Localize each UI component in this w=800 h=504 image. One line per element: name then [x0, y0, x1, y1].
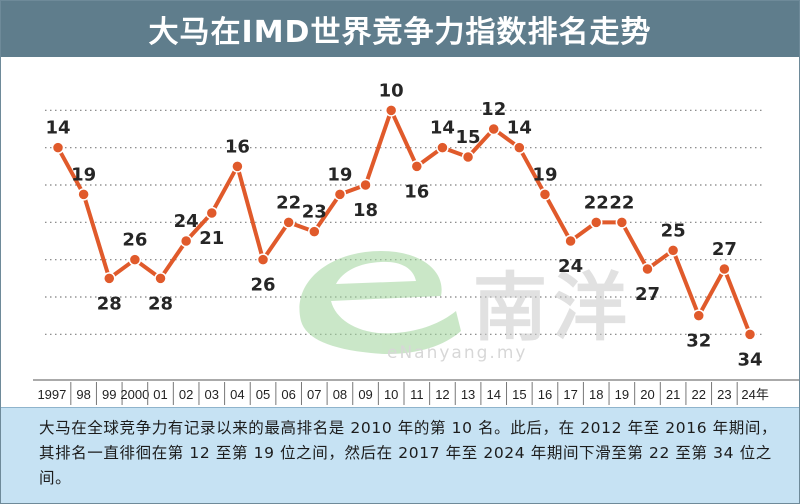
watermark-e-logo: [299, 251, 461, 355]
data-point: [384, 104, 398, 117]
data-point: [308, 225, 321, 238]
data-label: 14: [430, 118, 455, 139]
data-label: 10: [379, 80, 404, 101]
data-point: [641, 262, 654, 276]
data-point: [410, 160, 424, 173]
data-point: [205, 206, 219, 220]
data-label: 16: [404, 181, 429, 202]
data-point: [666, 244, 680, 257]
x-axis: 1997 98 99 2000 01 02 03 04 05 06 07 08 09 10 11 12 13 14…: [33, 379, 799, 405]
data-point: [743, 328, 757, 341]
watermark-brand: 南洋: [473, 265, 633, 351]
data-point: [231, 160, 244, 173]
x-tick-label: 11: [410, 387, 424, 402]
data-label: 27: [712, 239, 737, 260]
watermark-url: eNanyang.my: [387, 343, 527, 363]
data-label: 19: [532, 164, 557, 185]
data-point: [513, 141, 526, 154]
data-point: [487, 122, 500, 136]
data-point: [51, 141, 65, 154]
data-point: [128, 253, 142, 266]
chart-title: 大马在IMD世界竞争力指数排名走势: [148, 15, 652, 50]
data-point: [564, 234, 577, 248]
x-tick-label: 17: [563, 387, 577, 402]
x-tick-label: 20: [640, 387, 654, 402]
data-label: 22: [584, 192, 609, 213]
data-label: 15: [456, 127, 481, 148]
data-label: 28: [97, 293, 122, 314]
note-text: 大马在全球竞争力有记录以来的最高排名是 2010 年的第 10 名。此后，在 2…: [39, 419, 778, 487]
data-label: 21: [199, 228, 224, 249]
x-tick-label: 03: [205, 387, 219, 402]
data-label: 22: [609, 192, 634, 213]
series-line: [56, 108, 752, 337]
data-point: [359, 178, 372, 192]
x-tick-label: 19: [615, 387, 629, 402]
x-tick-label: 1997: [37, 387, 66, 402]
data-point: [154, 272, 167, 285]
data-point: [436, 141, 449, 154]
data-point: [333, 188, 347, 201]
x-tick-label: 23: [717, 387, 731, 402]
x-tick-label: 18: [589, 387, 603, 402]
data-label: 27: [635, 284, 660, 305]
data-point: [589, 216, 603, 229]
x-tick-label: 24年: [741, 387, 768, 402]
data-point: [282, 216, 295, 229]
data-label: 19: [71, 164, 96, 185]
x-tick-label: 21: [666, 387, 680, 402]
series-polyline: [56, 108, 752, 337]
data-label: 26: [251, 275, 276, 296]
data-point: [718, 262, 731, 276]
x-tick-label: 02: [179, 387, 193, 402]
x-tick-label: 08: [333, 387, 347, 402]
data-label: 28: [148, 293, 173, 314]
data-point: [461, 150, 475, 164]
x-tick-label: 05: [256, 387, 270, 402]
x-tick-label: 2000: [120, 387, 149, 402]
data-point: [692, 309, 705, 322]
data-label: 14: [507, 118, 532, 139]
data-points: [51, 104, 757, 341]
data-label: 24: [558, 256, 583, 277]
title-bar: 大马在IMD世界竞争力指数排名走势: [1, 1, 799, 57]
data-label: 24: [174, 211, 199, 232]
data-label: 14: [45, 118, 70, 139]
x-tick-label: 07: [307, 387, 321, 402]
x-tick-label: 15: [512, 387, 526, 402]
data-point: [77, 188, 90, 201]
x-tick-label: 10: [384, 387, 398, 402]
data-label: 18: [353, 200, 378, 221]
x-tick-label: 22: [692, 387, 706, 402]
data-point: [256, 253, 270, 266]
x-tick-label: 06: [281, 387, 295, 402]
data-point: [179, 234, 193, 248]
data-label: 25: [661, 220, 686, 241]
x-tick-label: 14: [486, 387, 500, 402]
x-tick-label: 04: [230, 387, 244, 402]
data-point: [615, 216, 629, 229]
data-point: [538, 188, 552, 201]
data-label: 12: [481, 99, 506, 120]
data-label: 23: [302, 202, 327, 223]
data-label: 34: [737, 349, 762, 370]
watermark: 南洋 eNanyang.my: [299, 251, 633, 363]
data-label: 19: [327, 164, 352, 185]
x-tick-label: 01: [153, 387, 167, 402]
data-point: [103, 272, 116, 285]
x-tick-label: 16: [538, 387, 552, 402]
data-label: 16: [225, 136, 250, 157]
x-tick-label: 99: [102, 387, 116, 402]
note-box: 大马在全球竞争力有记录以来的最高排名是 2010 年的第 10 名。此后，在 2…: [1, 407, 799, 503]
x-tick-label: 13: [461, 387, 475, 402]
x-tick-label: 09: [358, 387, 372, 402]
data-label: 32: [686, 331, 711, 352]
data-label: 26: [122, 230, 147, 251]
x-tick-label: 98: [76, 387, 90, 402]
data-label: 22: [276, 192, 301, 213]
x-tick-label: 12: [435, 387, 449, 402]
